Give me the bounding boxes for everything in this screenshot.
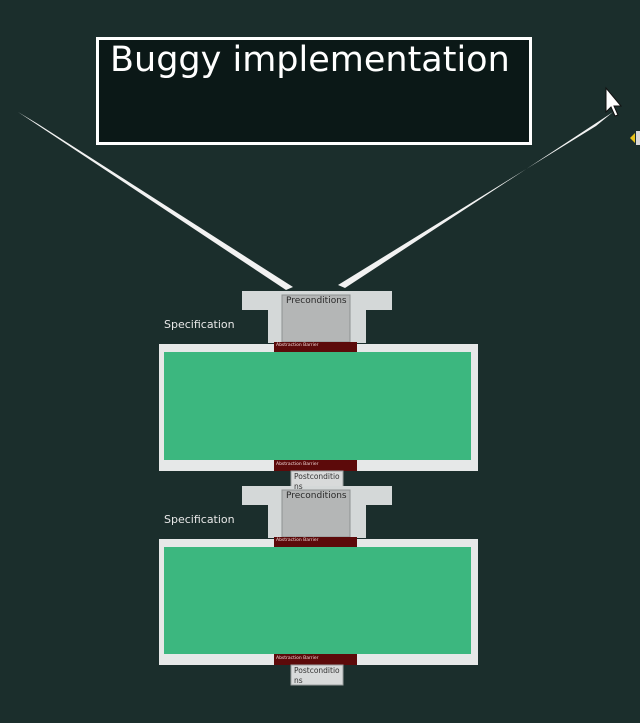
module-1 xyxy=(159,291,478,492)
specification-label: Specification xyxy=(164,513,235,526)
edge-arrow-marker-icon xyxy=(630,133,635,143)
implementation-body xyxy=(164,547,471,654)
abstraction-barrier-top xyxy=(274,342,357,352)
callout-pointer-left xyxy=(18,112,293,290)
preconditions-label: Preconditions xyxy=(286,296,347,306)
abstraction-barrier-bottom xyxy=(274,654,357,665)
abstraction-barrier-label-top: Abstraction Barrier xyxy=(276,343,319,348)
postconditions-label: Postconditio ns xyxy=(294,472,340,491)
abstraction-barrier-top xyxy=(274,537,357,547)
abstraction-barrier-label-bottom: Abstraction Barrier xyxy=(276,656,319,661)
abstraction-barrier-bottom xyxy=(274,460,357,471)
callout-box xyxy=(96,37,532,145)
abstraction-barrier-label-top: Abstraction Barrier xyxy=(276,538,319,543)
module-2 xyxy=(159,486,478,686)
mouse-cursor-icon xyxy=(605,86,623,117)
postcondition-box xyxy=(290,664,344,686)
specification-label: Specification xyxy=(164,318,235,331)
callout-pointer-right xyxy=(338,112,613,288)
callout-title: Buggy implementation xyxy=(110,40,510,80)
abstraction-barrier-label-bottom: Abstraction Barrier xyxy=(276,462,319,467)
preconditions-label: Preconditions xyxy=(286,491,347,501)
precondition-box xyxy=(281,294,351,343)
postconditions-label: Postconditio ns xyxy=(294,666,340,685)
edge-marker-stub xyxy=(636,131,640,145)
implementation-body xyxy=(164,352,471,460)
